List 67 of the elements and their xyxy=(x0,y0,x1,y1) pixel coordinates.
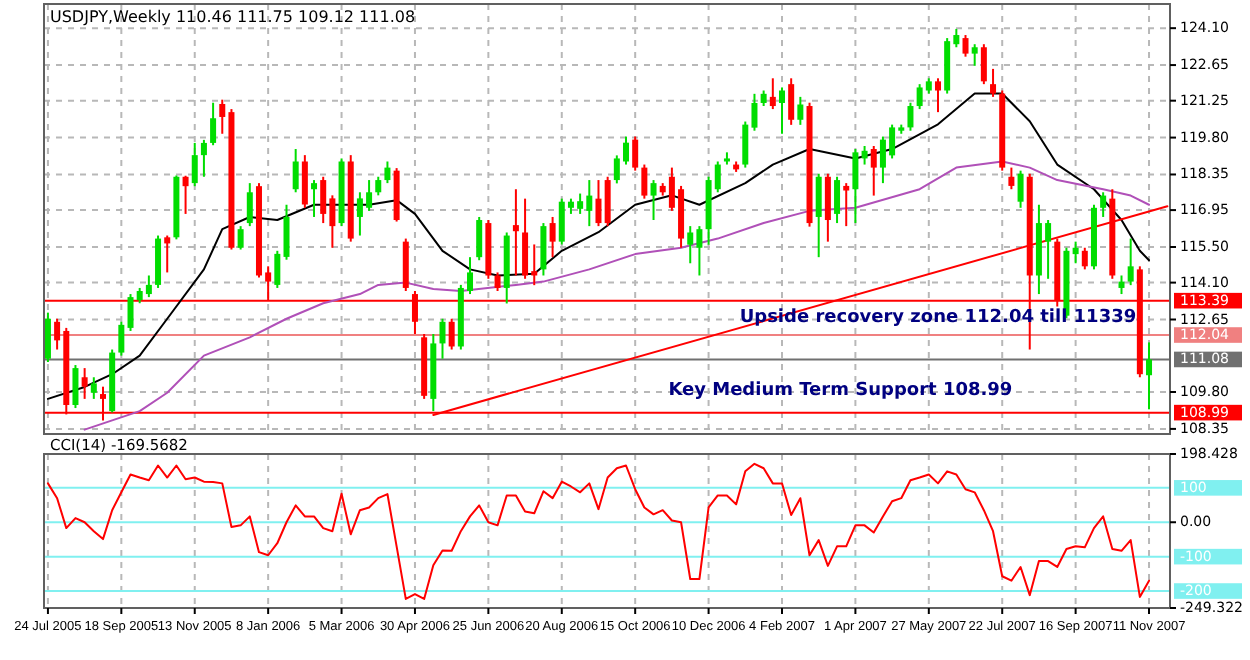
candlestick xyxy=(283,203,290,261)
candlestick xyxy=(632,135,639,172)
candlestick xyxy=(1146,341,1153,411)
candlestick xyxy=(980,43,987,86)
candlestick xyxy=(815,172,822,259)
candlestick xyxy=(990,67,997,98)
candlestick xyxy=(274,249,281,289)
candlestick xyxy=(788,77,795,126)
candlestick xyxy=(1008,166,1015,191)
candlestick xyxy=(375,175,382,197)
line-series xyxy=(46,92,1151,400)
candlestick xyxy=(1072,240,1079,265)
candlestick xyxy=(164,234,171,274)
candlestick xyxy=(191,141,198,188)
candlestick xyxy=(861,144,868,166)
candlestick xyxy=(210,101,217,147)
candlestick xyxy=(155,234,162,289)
candlestick xyxy=(824,172,831,243)
candlestick xyxy=(292,148,299,194)
candlestick xyxy=(971,43,978,67)
candlestick xyxy=(448,317,455,351)
candlestick xyxy=(604,175,611,228)
candlestick xyxy=(439,317,446,360)
candlestick xyxy=(797,95,804,126)
candlestick xyxy=(301,154,308,209)
chart-title: USDJPY,Weekly 110.46 111.75 109.12 111.08 xyxy=(50,8,416,26)
candlestick xyxy=(540,222,547,277)
candlestick xyxy=(494,271,501,293)
candlestick xyxy=(81,367,88,400)
candlestick xyxy=(1118,274,1125,296)
candlestick xyxy=(118,320,125,357)
candlestick xyxy=(1100,191,1107,218)
candlestick xyxy=(145,274,152,299)
candlestick xyxy=(595,179,602,228)
candlestick xyxy=(852,148,859,225)
candlestick xyxy=(182,174,189,215)
candlestick xyxy=(1081,246,1088,271)
candlestick xyxy=(934,77,941,114)
candlestick xyxy=(402,237,409,293)
candlestick xyxy=(907,101,914,132)
candlestick xyxy=(1127,237,1134,287)
candlestick xyxy=(641,163,648,200)
candlestick xyxy=(962,34,969,58)
candlestick xyxy=(1017,169,1024,209)
candlestick xyxy=(779,86,785,135)
candlestick xyxy=(769,77,776,111)
candlestick xyxy=(476,215,483,262)
candlestick xyxy=(549,215,556,259)
candlestick xyxy=(384,160,391,185)
candlestick xyxy=(843,182,850,228)
candlestick xyxy=(237,225,244,251)
candlestick xyxy=(320,175,327,225)
candlestick xyxy=(522,197,529,280)
candlestick xyxy=(650,179,657,222)
line-series xyxy=(46,462,1151,600)
candlestick xyxy=(200,138,207,178)
candlestick xyxy=(246,182,253,228)
candlestick xyxy=(44,311,51,363)
annotation: Key Medium Term Support 108.99 xyxy=(668,381,1013,401)
candlestick xyxy=(72,364,79,410)
candlestick xyxy=(90,376,97,400)
candlestick xyxy=(870,144,877,197)
candlestick xyxy=(512,188,519,277)
candlestick xyxy=(834,175,841,225)
candlestick xyxy=(687,225,694,265)
candlestick xyxy=(311,179,318,218)
line-series xyxy=(83,160,1151,431)
